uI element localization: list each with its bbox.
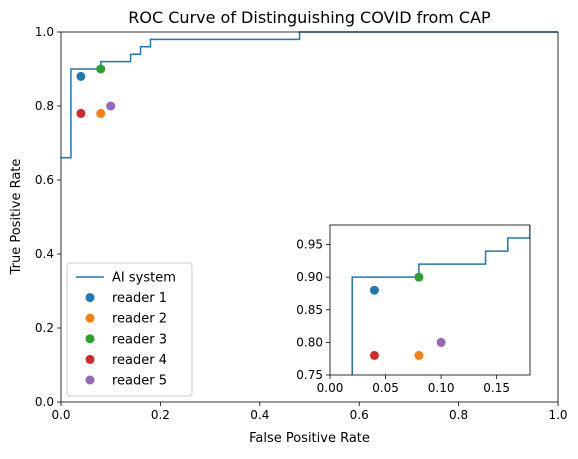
y-axis-label: True Positive Rate xyxy=(9,159,24,276)
y-tick-label: 0.0 xyxy=(35,395,54,409)
inset-point-reader-1 xyxy=(369,285,379,295)
y-tick-label: 0.6 xyxy=(35,173,54,187)
legend-swatch-reader-5 xyxy=(85,375,95,385)
inset-x-tick-label: 0.00 xyxy=(317,381,344,395)
inset-point-reader-3 xyxy=(414,272,424,282)
inset-point-reader-2 xyxy=(414,350,424,360)
x-tick-label: 0.6 xyxy=(350,408,369,422)
legend-label: reader 4 xyxy=(112,353,167,368)
inset-y-tick-label: 0.95 xyxy=(296,238,323,252)
y-tick-label: 1.0 xyxy=(35,25,54,39)
x-tick-label: 1.0 xyxy=(548,408,567,422)
inset-x-tick-label: 0.10 xyxy=(428,381,455,395)
x-axis-label: False Positive Rate xyxy=(249,431,370,446)
point-reader-5 xyxy=(106,101,116,111)
legend-label: reader 5 xyxy=(112,374,167,389)
point-reader-3 xyxy=(96,64,106,74)
inset-x-tick-label: 0.05 xyxy=(372,381,399,395)
legend-box xyxy=(66,262,193,397)
legend-swatch-reader-2 xyxy=(85,313,95,323)
inset-background xyxy=(330,225,530,375)
inset-point-reader-4 xyxy=(369,350,379,360)
point-reader-4 xyxy=(76,108,86,118)
x-tick-label: 0.2 xyxy=(151,408,170,422)
legend-swatch-reader-1 xyxy=(85,293,95,303)
x-tick-label: 0.8 xyxy=(449,408,468,422)
legend-label: reader 2 xyxy=(112,312,167,327)
inset-y-tick-label: 0.75 xyxy=(296,368,323,382)
inset-y-tick-label: 0.90 xyxy=(296,270,323,284)
point-reader-1 xyxy=(76,71,86,81)
point-reader-2 xyxy=(96,108,106,118)
x-tick-label: 0.4 xyxy=(250,408,269,422)
y-tick-label: 0.2 xyxy=(35,321,54,335)
legend-label: AI system xyxy=(112,271,176,286)
inset-x-tick-label: 0.15 xyxy=(483,381,510,395)
inset-frame xyxy=(329,224,531,376)
legend-swatch-reader-4 xyxy=(85,354,95,364)
legend-label: reader 1 xyxy=(112,291,167,306)
inset-y-tick-label: 0.85 xyxy=(296,303,323,317)
plot-frame xyxy=(60,31,559,403)
legend-swatch-reader-3 xyxy=(85,334,95,344)
y-tick-label: 0.8 xyxy=(35,99,54,113)
inset-y-tick-label: 0.80 xyxy=(296,335,323,349)
inset-point-reader-5 xyxy=(436,337,446,347)
y-tick-label: 0.4 xyxy=(35,247,54,261)
ai-system-roc-line xyxy=(61,31,558,159)
legend: AI system reader 1 reader 2 reader 3 reader … xyxy=(66,262,193,397)
x-tick-label: 0.0 xyxy=(51,408,70,422)
inset-plot: 0.00 0.05 0.10 0.15 0.75 0.80 0.85 0.90 0.95 xyxy=(296,224,531,395)
legend-label: reader 3 xyxy=(112,332,167,347)
inset-ai-system-roc-line xyxy=(351,225,530,375)
chart-title: ROC Curve of Distinguishing COVID from C… xyxy=(128,8,491,27)
inset-content xyxy=(351,225,530,375)
